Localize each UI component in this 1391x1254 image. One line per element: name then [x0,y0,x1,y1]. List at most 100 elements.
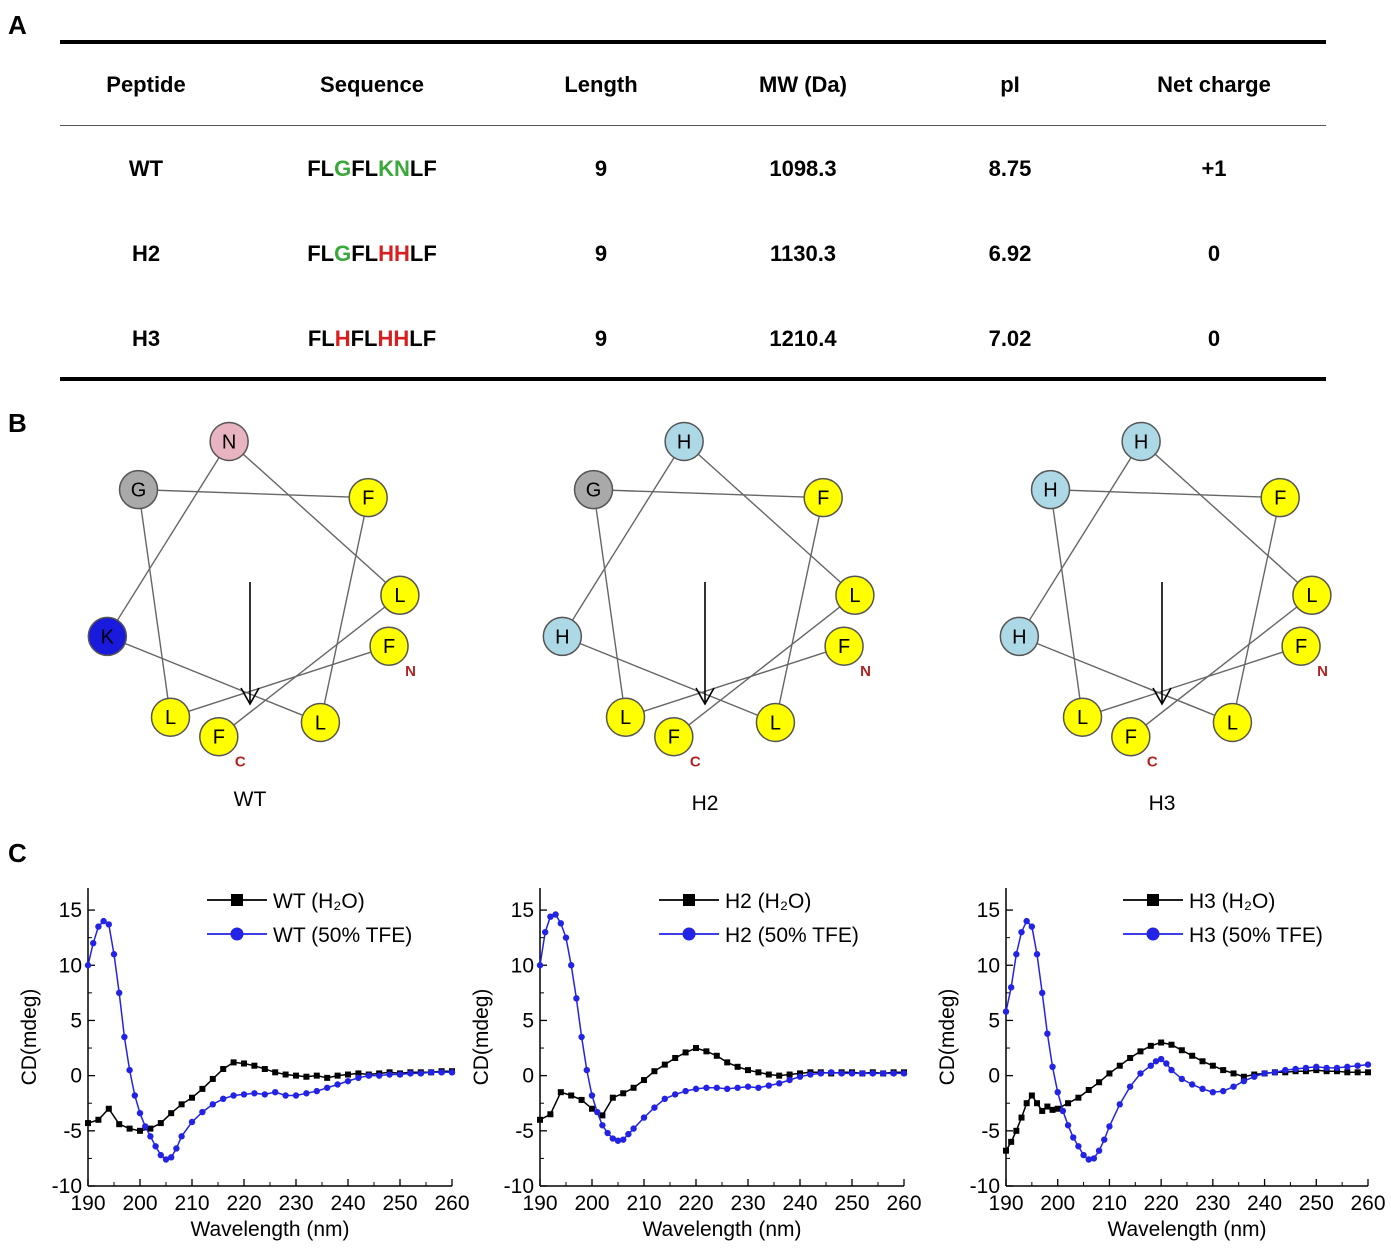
data-point [1039,989,1046,997]
residue-circle [1281,626,1321,666]
residue-letter: L [849,585,860,607]
residue-letter: H [677,431,691,453]
data-point [209,1075,216,1082]
data-point [786,1071,793,1078]
data-point [1323,1068,1330,1075]
residue-letter: L [620,707,631,729]
x-tick-label: 200 [122,1192,157,1215]
wheel-connector [673,594,856,738]
wheel-name-label: H2 [691,792,719,815]
data-point [880,1070,887,1077]
data-point [1116,1062,1123,1069]
sequence-segment: FL [307,241,335,266]
legend-marker [683,894,695,906]
data-point [1163,1060,1170,1067]
y-tick-label: 5 [70,1009,82,1032]
data-point [334,1072,341,1079]
residue-letter: H [1043,480,1057,502]
data-point [661,1095,668,1103]
data-point [131,1092,138,1099]
x-tick-label: 250 [834,1192,869,1215]
y-axis-label: CD(mdeg) [18,989,41,1086]
data-point [147,1125,154,1132]
data-point [890,1070,897,1077]
data-point [536,962,544,969]
residue-letter: F [362,488,374,510]
data-point [136,1109,144,1117]
data-point [1007,984,1015,991]
table-cell-length: 9 [594,156,608,181]
wheel-connector [562,635,776,724]
wheel-name-label: WT [233,788,267,811]
table-cell-pi: 7.02 [988,326,1032,351]
data-point [573,995,580,1002]
data-point [583,1066,590,1074]
data-point [578,1096,585,1103]
data-point [1168,1041,1175,1048]
data-point [261,1091,268,1098]
table-cell-peptide: H2 [131,241,161,266]
data-point [672,1091,679,1098]
data-point [562,934,570,941]
y-tick-label: 0 [70,1065,82,1088]
wheel-connector [138,488,369,499]
x-tick-label: 210 [1092,1192,1127,1215]
residue-circle [300,702,341,743]
data-point [744,1083,752,1090]
data-point [1085,1086,1092,1093]
sequence-segment: LF [409,156,437,181]
data-point [178,1133,185,1140]
y-tick-label: 5 [522,1009,534,1032]
data-point [428,1069,435,1076]
data-point [1333,1068,1340,1075]
c-terminus-label: C [690,754,701,770]
table-header-cell: Sequence [320,72,424,97]
wheel-connector [107,635,321,724]
residue-circle [999,616,1040,657]
data-point [817,1070,824,1077]
data-point [1251,1073,1258,1080]
data-point [355,1070,362,1077]
data-point [1209,1088,1217,1096]
residue-letter: G [586,480,602,502]
data-point [1018,928,1025,936]
sequence-segment: LF [409,326,437,351]
data-point [1023,1100,1030,1107]
residue-circle [664,421,704,462]
data-point [162,1156,170,1163]
sequence-segment: FL [307,156,335,181]
data-point [776,1080,783,1087]
data-point [588,1092,596,1099]
data-point [241,1060,247,1067]
data-point [1240,1077,1248,1085]
wheel-connector [1140,440,1313,596]
sequence-cell: FLHFLHHLF [308,326,436,352]
data-point [724,1085,731,1093]
data-point [386,1071,393,1078]
arrow-head [695,687,715,706]
data-point [1365,1069,1371,1076]
data-point [282,1071,289,1078]
data-point [859,1070,866,1077]
data-point [625,1130,632,1138]
data-point [303,1073,310,1080]
residue-letter: L [165,707,176,729]
data-point [1023,917,1030,925]
table-top-rule [60,40,1326,44]
data-point [1033,951,1041,958]
data-point [640,1114,648,1121]
table-cell-charge: 0 [1207,326,1221,351]
data-point [1137,1070,1144,1077]
sequence-segment: G [334,156,352,181]
wheel-connector [1130,594,1313,738]
y-tick-label: 0 [522,1065,534,1088]
table-cell-mw: 1210.4 [769,326,837,351]
data-point [1199,1058,1206,1065]
y-tick-label: 10 [511,954,534,977]
data-point [807,1071,814,1078]
data-point [557,1089,564,1096]
wheel-connector [625,645,845,718]
y-axis-label: CD(mdeg) [470,989,493,1086]
table-cell-peptide: WT [128,156,164,181]
x-tick-label: 260 [434,1192,469,1215]
